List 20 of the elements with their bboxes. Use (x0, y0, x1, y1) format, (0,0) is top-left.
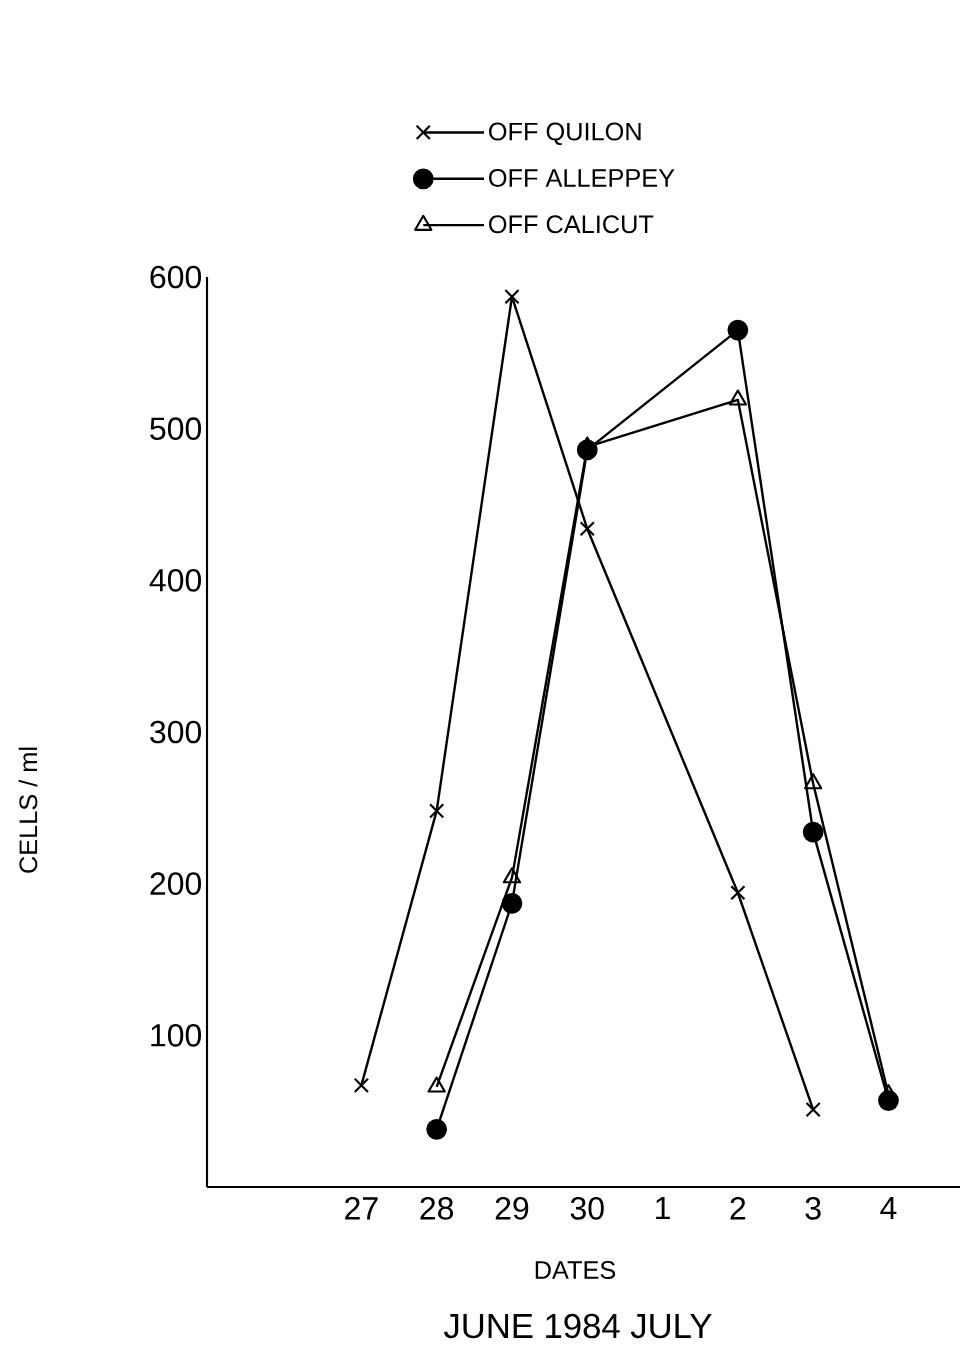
x-tick-label: 28 (420, 1197, 454, 1220)
text: JUNE 1984 JULY (443, 1313, 712, 1339)
x-tick-label: 29 (495, 1197, 529, 1220)
y-tick-label: 100 (151, 1024, 202, 1047)
x-tick-label: 2 (730, 1197, 746, 1220)
y-tick-label: 200 (150, 872, 202, 895)
legend-label: OFF CALICUT (489, 215, 654, 234)
x-tick-label: 4 (880, 1197, 897, 1220)
legend-label: OFF ALLEPPEY (489, 168, 675, 187)
y-tick-label: 600 (150, 265, 202, 289)
x-tick-label: 3 (805, 1197, 821, 1220)
x-tick-label: 1 (656, 1197, 670, 1220)
y-tick-label: 300 (150, 720, 202, 744)
x-axis-title: DATES (535, 1261, 616, 1279)
y-tick-label: 400 (149, 569, 202, 592)
y-tick-label: 500 (150, 417, 202, 440)
legend-label: OFF QUILON (489, 122, 641, 146)
x-tick-label: 30 (570, 1197, 604, 1220)
y-axis-title: CELLS / ml (18, 747, 38, 873)
x-tick-label: 27 (345, 1197, 378, 1220)
